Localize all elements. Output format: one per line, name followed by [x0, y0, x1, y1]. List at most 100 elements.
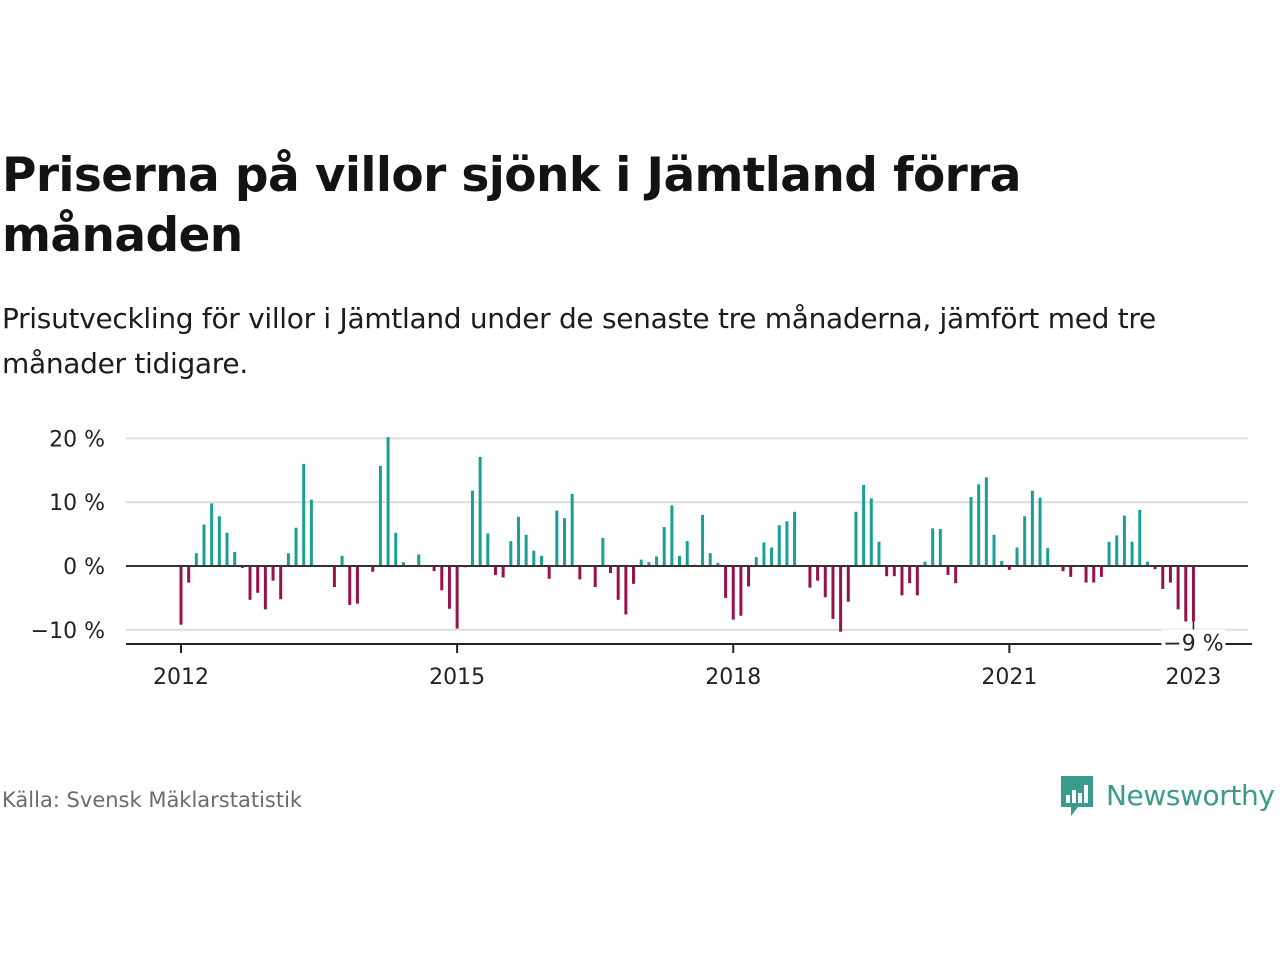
bar	[823, 566, 827, 598]
bar	[179, 566, 183, 625]
bar	[555, 510, 559, 566]
bar	[340, 555, 344, 566]
bar	[563, 518, 566, 566]
bar	[1191, 566, 1195, 622]
bar	[862, 484, 866, 566]
bar	[793, 511, 797, 566]
bar	[1023, 516, 1027, 566]
bar	[724, 566, 728, 598]
bar	[547, 566, 551, 579]
bar	[777, 525, 781, 566]
bar	[371, 566, 375, 572]
bar	[977, 484, 981, 566]
bar	[225, 532, 229, 566]
bar	[831, 566, 835, 619]
bar	[248, 566, 252, 600]
bar	[739, 566, 743, 616]
bar	[1092, 566, 1096, 583]
x-tick-label: 2015	[429, 665, 485, 690]
bar	[1038, 497, 1042, 566]
bar	[1084, 566, 1088, 583]
bar	[1000, 560, 1004, 566]
bar	[762, 542, 766, 566]
bar	[846, 566, 850, 602]
annotation-background	[1161, 629, 1226, 654]
bar-chart: 20 % 10 % 0 % −10 % 2012 2015 2018 2021 2023 −9…	[31, 427, 1252, 690]
bar	[670, 505, 674, 566]
bar	[570, 493, 574, 566]
newsworthy-logo-text: Newsworthy	[1106, 779, 1275, 812]
bar	[647, 562, 651, 566]
bar	[478, 456, 482, 566]
bar	[908, 566, 912, 584]
bar	[233, 551, 237, 566]
x-tick-label: 2018	[705, 665, 761, 690]
bar	[731, 566, 735, 620]
bar	[309, 499, 313, 566]
bar	[279, 566, 283, 600]
bar	[1015, 547, 1019, 566]
bar	[524, 534, 528, 566]
bar	[187, 566, 191, 583]
bar	[532, 550, 536, 566]
bar	[1161, 566, 1165, 589]
y-tick-label: 20 %	[49, 427, 105, 452]
bar	[954, 566, 958, 584]
chart-title: Priserna på villor sjönk i Jämtland förr…	[2, 148, 1022, 263]
bar	[716, 562, 720, 566]
y-axis-tick-labels: 20 % 10 % 0 % −10 %	[31, 427, 105, 643]
bar	[263, 566, 267, 610]
bar	[1007, 566, 1011, 570]
newsworthy-logo: Newsworthy	[1058, 772, 1275, 820]
bar	[770, 547, 774, 566]
bar	[302, 463, 306, 566]
bar	[455, 566, 459, 629]
bar	[1130, 541, 1134, 566]
bar	[900, 566, 904, 596]
bar	[417, 554, 421, 566]
bar	[386, 437, 390, 566]
bar	[1107, 541, 1111, 566]
bar	[294, 527, 298, 566]
bar	[1115, 535, 1119, 566]
bar	[202, 524, 206, 566]
bar	[839, 566, 843, 632]
bar	[286, 553, 290, 566]
bar	[194, 553, 198, 566]
bar	[662, 527, 666, 566]
bar	[516, 516, 520, 566]
bar	[816, 566, 820, 581]
bar	[931, 528, 935, 566]
bar	[470, 490, 474, 566]
bar	[609, 566, 613, 574]
bar	[655, 556, 659, 566]
bar	[1122, 515, 1126, 566]
bar	[892, 566, 896, 577]
bar	[1176, 566, 1180, 610]
bar	[923, 561, 927, 566]
bar	[885, 566, 889, 577]
bar	[754, 557, 758, 566]
bar	[256, 566, 260, 593]
x-tick-label: 2012	[153, 665, 209, 690]
bar	[394, 532, 398, 566]
bar	[785, 521, 789, 566]
bar	[1184, 566, 1188, 622]
bar	[447, 566, 451, 609]
bar	[1046, 548, 1050, 566]
bar	[1168, 566, 1172, 583]
bar	[539, 555, 543, 566]
bar	[701, 514, 705, 566]
bar	[678, 555, 682, 566]
bar	[271, 566, 275, 581]
bar	[1138, 509, 1142, 566]
bar	[632, 566, 636, 584]
bar	[332, 566, 336, 588]
gridlines	[126, 437, 1248, 631]
bar	[708, 553, 712, 566]
bar	[639, 559, 643, 566]
y-tick-label: −10 %	[31, 619, 105, 644]
last-value-annotation: −9 %	[1161, 621, 1226, 657]
bar	[601, 537, 605, 566]
y-tick-label: 10 %	[49, 491, 105, 516]
